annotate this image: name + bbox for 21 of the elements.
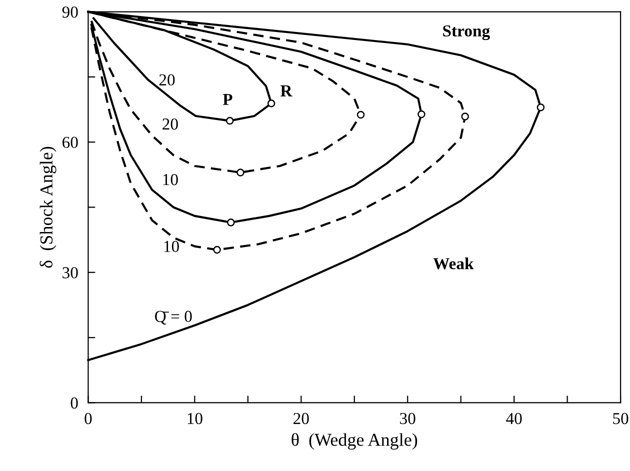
y-axis-title: δ (Shock Angle): [40, 146, 56, 268]
x-tick-label: 50: [613, 412, 628, 424]
x-tick-label: 40: [506, 412, 522, 424]
annotation: Q̄ = 0: [155, 310, 192, 325]
annotation: P: [222, 94, 232, 105]
annotation: Strong: [443, 25, 490, 40]
y-tick-label: 0: [70, 397, 78, 409]
x-axis-title: θ (Wedge Angle): [292, 433, 418, 450]
annotation: 20: [159, 74, 175, 86]
annotation: 10: [164, 240, 179, 252]
y-tick-label: 30: [62, 267, 78, 278]
annotation: Weak: [433, 258, 474, 270]
x-tick-label: 30: [400, 412, 416, 424]
annotation: 20: [162, 118, 178, 130]
y-tick-label: 60: [62, 136, 78, 148]
y-tick-label: 90: [62, 6, 78, 18]
x-tick-label: 0: [84, 412, 92, 424]
annotation: R: [280, 85, 292, 96]
x-tick-label: 20: [294, 412, 309, 424]
annotation: 10: [163, 174, 178, 186]
x-tick-label: 10: [188, 412, 202, 424]
